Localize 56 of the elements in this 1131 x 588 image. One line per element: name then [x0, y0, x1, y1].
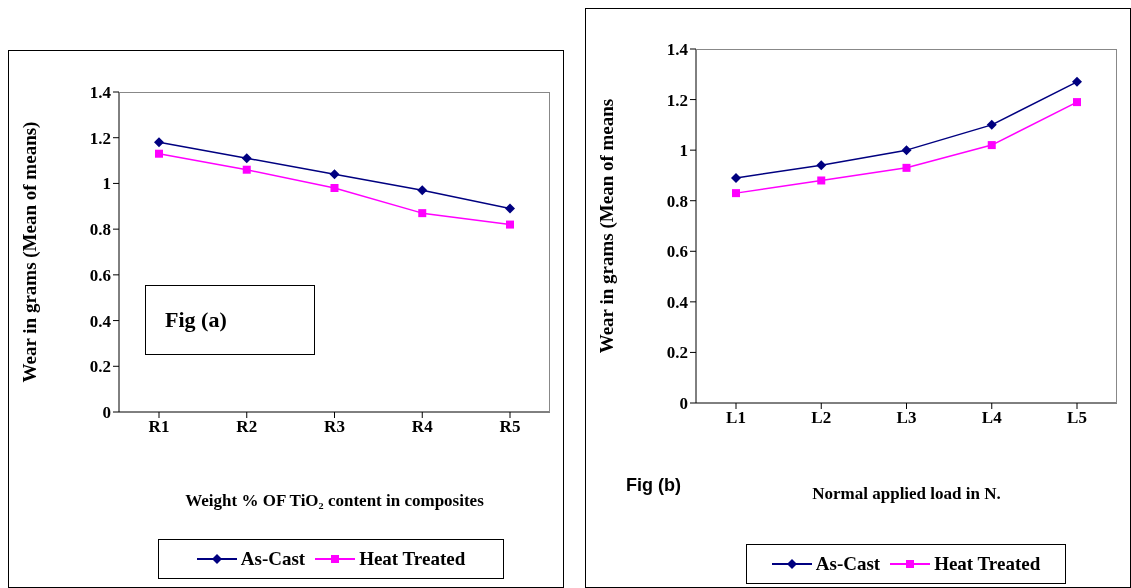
y-tick-label: 1.2 — [89, 128, 111, 148]
y-tick-label: 0.6 — [666, 242, 688, 262]
annotation: Fig (a) — [165, 306, 227, 333]
point — [732, 189, 740, 198]
point — [241, 153, 252, 164]
point — [1072, 76, 1082, 87]
y-tick-label: 0.2 — [89, 357, 111, 377]
point — [330, 184, 339, 192]
y-tick-label: 0.6 — [89, 265, 111, 285]
point — [1073, 98, 1081, 107]
legend-label: As-Cast — [814, 553, 881, 575]
legend-label: As-Cast — [239, 548, 306, 570]
x-tick-label: R1 — [148, 417, 170, 437]
point — [417, 185, 428, 196]
x-tick-label: R5 — [499, 417, 521, 437]
point — [154, 137, 164, 148]
y-tick-label: 0.4 — [666, 292, 689, 312]
y-tick-label: 0.8 — [89, 220, 111, 240]
y-tick-label: 1.4 — [89, 83, 112, 103]
y-tick-label: 0.2 — [666, 343, 688, 363]
point — [242, 165, 251, 174]
y-tick-label: 0.4 — [89, 311, 112, 331]
text: Fig (b) — [626, 475, 681, 497]
point — [816, 160, 827, 171]
y-tick-label: 0.8 — [666, 191, 688, 211]
point — [505, 203, 515, 214]
y-tick-label: 1 — [102, 174, 111, 194]
point — [817, 176, 826, 185]
point — [506, 220, 514, 229]
point — [418, 209, 427, 218]
point — [731, 172, 741, 183]
x-tick-label: L3 — [896, 408, 917, 428]
y-axis-title: Wear in grams (Mean of means — [595, 98, 618, 354]
x-tick-label: R2 — [236, 417, 258, 437]
y-tick-label: 0 — [102, 403, 111, 423]
x-tick-label: L2 — [811, 408, 832, 428]
x-axis-title: Weight % OF TiO₂ content in composites — [184, 491, 485, 511]
point — [986, 119, 997, 130]
x-tick-label: R4 — [411, 417, 434, 437]
legend-label: Heat Treated — [933, 553, 1041, 575]
y-tick-label: 1.4 — [666, 40, 689, 60]
x-tick-label: R3 — [324, 417, 345, 437]
legend-label: Heat Treated — [358, 548, 466, 570]
y-tick-label: 0 — [679, 394, 688, 414]
point — [155, 149, 163, 158]
x-tick-label: L5 — [1067, 408, 1087, 428]
point — [902, 163, 911, 172]
x-tick-label: L4 — [981, 408, 1003, 428]
y-axis-title: Wear in grams (Mean of means) — [18, 121, 41, 383]
point — [901, 145, 912, 156]
x-axis-title: Normal applied load in N. — [811, 484, 1002, 504]
y-tick-label: 1 — [679, 141, 688, 161]
point — [329, 169, 340, 180]
point — [987, 141, 996, 150]
y-tick-label: 1.2 — [666, 90, 688, 110]
x-tick-label: L1 — [726, 408, 746, 428]
